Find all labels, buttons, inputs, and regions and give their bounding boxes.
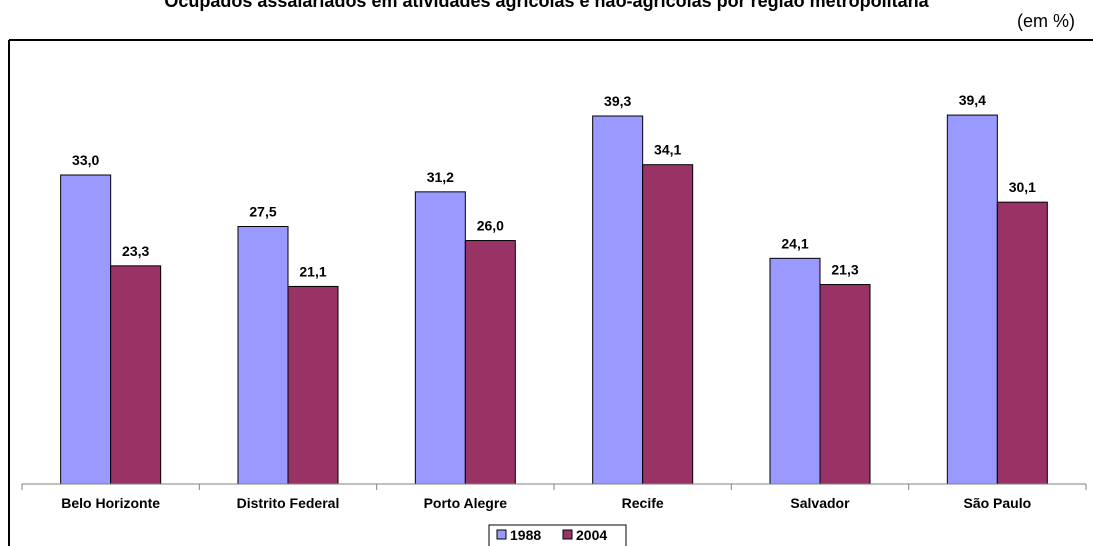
bar-2004-porto-alegre: [464, 240, 516, 485]
bar-2004-recife: [642, 164, 694, 485]
data-label: 30,1: [1009, 179, 1036, 195]
data-label: 21,3: [831, 262, 858, 278]
bar-1988-belo-horizonte: [60, 174, 112, 485]
bar-1988-porto-alegre: [414, 191, 466, 485]
bar-2004-distrito-federal: [287, 285, 339, 485]
data-label: 21,1: [299, 263, 326, 279]
bar-1988-salvador: [769, 257, 821, 485]
bar-2004-salvador: [819, 284, 871, 485]
data-label: 33,0: [72, 152, 99, 168]
data-label: 31,2: [427, 169, 454, 185]
data-label: 27,5: [249, 204, 276, 220]
data-label: 39,4: [959, 92, 986, 108]
legend-swatch-1988: [496, 529, 507, 540]
category-label: São Paulo: [963, 495, 1031, 511]
labels-layer: 33,0 23,3 Belo Horizonte 27,5 21,1 Distrito F…: [61, 92, 1036, 511]
legend-box: [488, 524, 627, 546]
legend: 1988 2004: [488, 524, 627, 546]
data-label: 39,3: [604, 93, 631, 109]
bar-1988-distrito-federal: [237, 226, 289, 485]
ticks-layer: [21, 484, 1087, 490]
bar-2004-belo-horizonte: [110, 265, 162, 485]
data-label: 23,3: [122, 243, 149, 259]
category-label: Porto Alegre: [424, 495, 508, 511]
category-label: Salvador: [790, 495, 850, 511]
legend-swatch-2004: [562, 529, 573, 540]
data-label: 34,1: [654, 142, 681, 158]
bar-1988-são-paulo: [946, 114, 998, 485]
bar-1988-recife: [592, 115, 644, 485]
chart-title: Ocupados assalariados em atividades agrí…: [164, 0, 929, 11]
unit-label: (em %): [1017, 11, 1075, 31]
category-label: Belo Horizonte: [61, 495, 160, 511]
data-label: 26,0: [477, 218, 504, 234]
category-label: Recife: [622, 495, 664, 511]
category-label: Distrito Federal: [237, 495, 340, 511]
data-label: 24,1: [781, 235, 808, 251]
legend-label-2004: 2004: [576, 527, 607, 543]
legend-label-1988: 1988: [510, 527, 541, 543]
bars-layer: [60, 114, 1048, 485]
bar-2004-são-paulo: [996, 201, 1048, 485]
